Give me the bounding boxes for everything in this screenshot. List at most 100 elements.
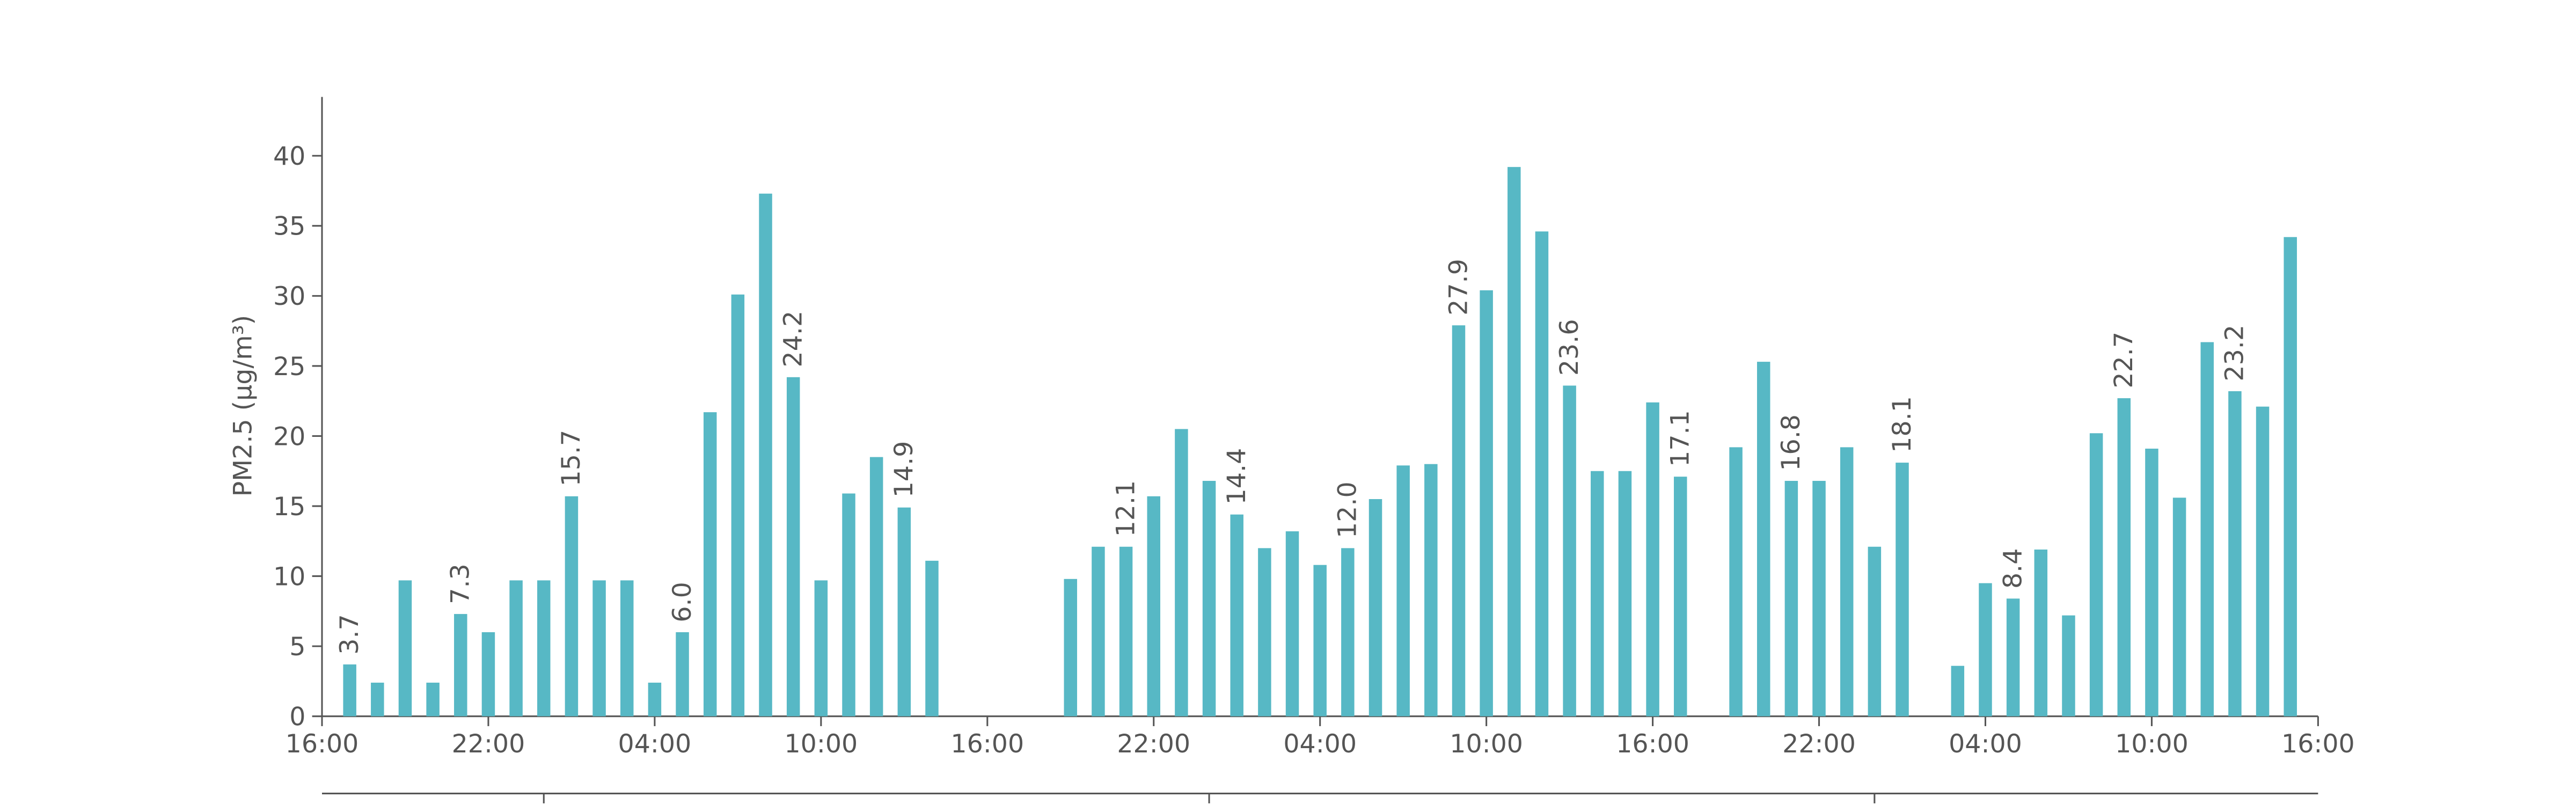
bar [1757,362,1770,716]
bar [426,683,440,716]
value-label: 23.2 [2220,325,2250,382]
value-label: 12.0 [1333,481,1363,538]
value-label: 22.7 [2109,332,2139,389]
bar [2284,237,2297,716]
x-tick-label: 10:00 [784,729,858,759]
y-tick-label: 20 [273,422,305,451]
bar [1618,471,1632,716]
x-tick-label: 22:00 [1782,729,1856,759]
bar [1285,531,1299,716]
value-label: 6.0 [668,582,697,622]
bar [1674,477,1687,716]
bar [2256,406,2270,716]
y-axis-label: PM2.5 (μg/m³) [228,315,258,497]
x-tick-label: 10:00 [1450,729,1523,759]
y-tick-label: 35 [273,212,305,241]
bar [1313,565,1327,716]
y-tick-label: 10 [273,562,305,591]
value-label: 12.1 [1111,480,1140,537]
bar [1896,463,1909,716]
bar [925,560,939,716]
bar [1119,546,1133,716]
bar [2145,448,2158,716]
bar [481,632,495,716]
bar [1563,385,1576,716]
bar [2034,549,2048,716]
bar [2228,391,2242,716]
bar [1202,481,1216,716]
bar [1840,447,1854,716]
bar [398,580,412,716]
bar [1092,546,1105,716]
bar [2062,615,2075,716]
bar [2089,433,2103,716]
value-label: 27.9 [1444,259,1473,316]
value-label: 14.4 [1222,448,1252,505]
bar [1535,231,1549,716]
bar [869,457,883,716]
bar [1396,465,1410,716]
bar [2200,342,2214,716]
bar [786,377,800,716]
x-tick-label: 16:00 [950,729,1024,759]
bar [592,580,606,716]
bar [759,193,772,716]
value-label: 8.4 [1998,548,2028,589]
bar [2006,598,2020,716]
x-tick-label: 04:00 [618,729,692,759]
bar [1979,583,1992,716]
x-tick-label: 16:00 [286,729,359,759]
bar [1480,290,1493,716]
bar [1452,325,1466,716]
x-tick-label: 10:00 [2115,729,2189,759]
bar [1175,429,1188,716]
value-label: 7.3 [446,564,475,604]
bar [509,580,523,716]
y-tick-label: 0 [289,702,305,732]
bar [1258,548,1271,716]
bar [1424,464,1438,716]
bar [1951,665,1965,716]
bar [648,683,662,716]
bar [897,507,911,716]
value-label: 23.6 [1555,319,1584,376]
bar [2117,398,2131,716]
bar [1147,496,1160,716]
x-tick-label: 04:00 [1283,729,1357,759]
bar [1230,514,1243,716]
value-label: 15.7 [557,430,586,487]
value-label: 3.7 [335,614,364,654]
bar [537,580,551,716]
value-label: 14.9 [889,441,919,498]
value-label: 16.8 [1776,414,1806,471]
bar [1646,402,1659,716]
bar [620,580,634,716]
bar [1507,167,1521,716]
bar [814,580,828,716]
y-tick-label: 30 [273,282,305,311]
bar [1591,471,1604,716]
y-tick-label: 25 [273,352,305,382]
bar [565,496,579,716]
x-tick-label: 22:00 [1117,729,1190,759]
bar [703,412,717,716]
value-label: 17.1 [1666,410,1695,467]
bar [1064,579,1078,716]
bar [676,632,689,716]
bar [1729,447,1743,716]
x-tick-label: 04:00 [1949,729,2022,759]
x-tick-label: 16:00 [2281,729,2355,759]
bar [731,294,745,716]
bar [1341,548,1355,716]
value-label: 18.1 [1887,396,1917,453]
y-tick-label: 40 [273,142,305,171]
bar [1812,481,1826,716]
bar [1868,546,1882,716]
y-tick-label: 15 [273,492,305,522]
bar [842,493,855,716]
x-tick-label: 22:00 [452,729,525,759]
bar [2172,497,2186,716]
bar [454,614,467,716]
y-tick-label: 5 [289,632,305,662]
